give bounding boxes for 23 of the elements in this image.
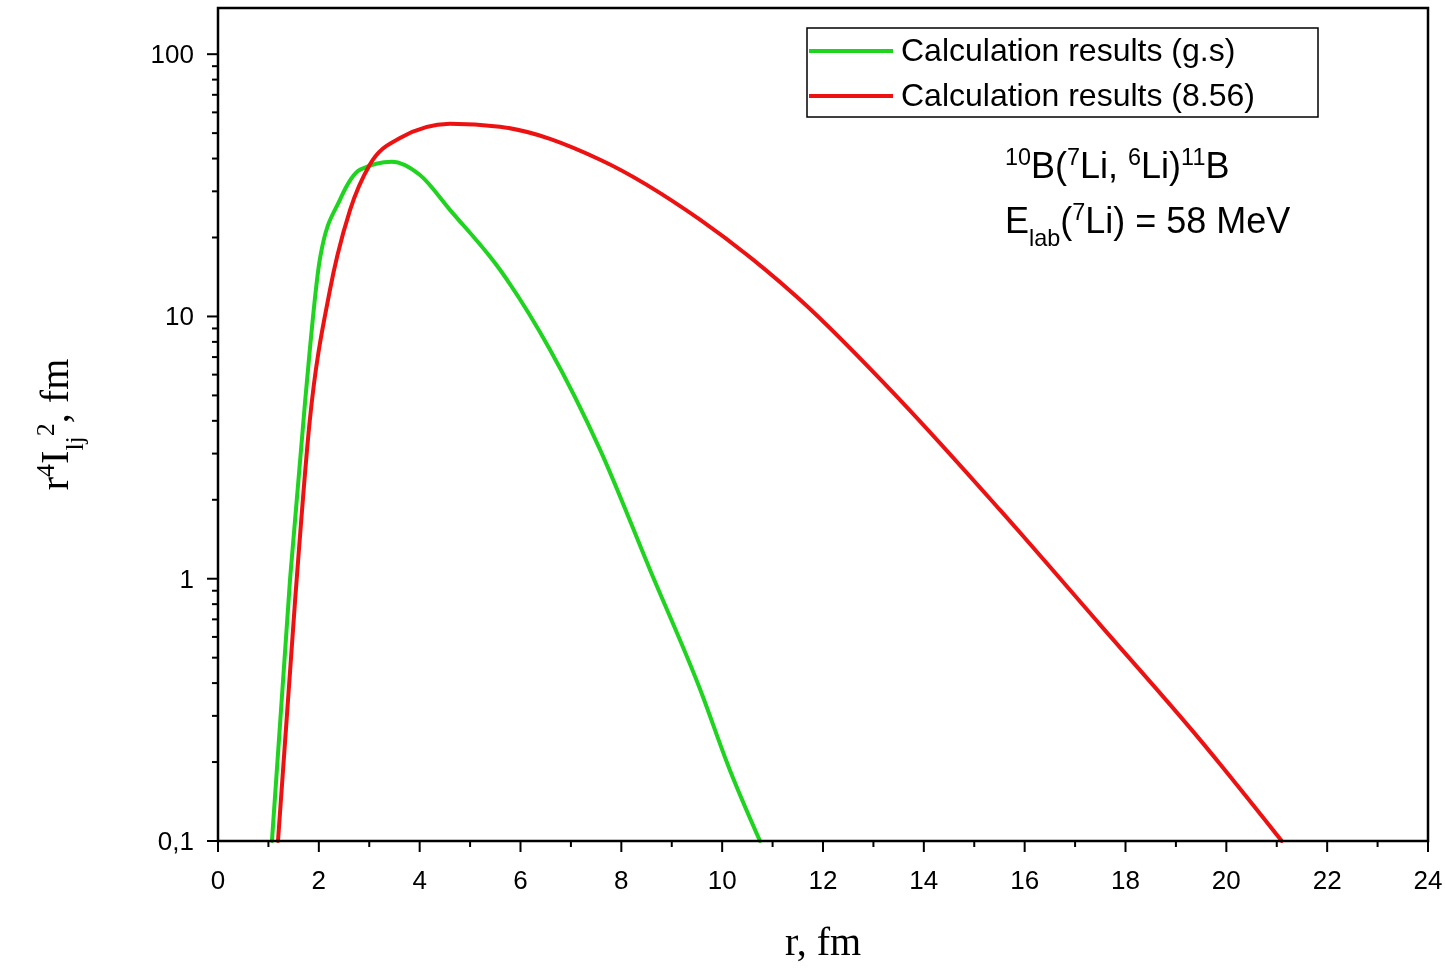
x-axis-title: r, fm: [784, 919, 862, 964]
x-tick-label: 0: [210, 865, 226, 895]
line-series: [269, 159, 762, 843]
x-tick-label: 22: [1312, 865, 1342, 895]
x-tick-label: 16: [1010, 865, 1040, 895]
x-tick-label: 18: [1111, 865, 1140, 895]
y-tick-label: 1: [179, 563, 194, 594]
legend-label: Calculation results (8.56): [901, 77, 1255, 113]
x-tick-label: 10: [707, 865, 737, 895]
x-tick-label: 20: [1211, 865, 1241, 895]
annotation: E$_{lab}$($^{7}$Li) = 58 MeV: [1005, 199, 1291, 251]
y-tick-label: 10: [165, 301, 194, 332]
y-tick-label: 100: [150, 39, 194, 70]
annotation: $^{10}$B($^{7}$Li, $^{6}$Li)$^{11}$B: [1005, 144, 1230, 186]
x-tick-label: 14: [909, 865, 939, 895]
x-tick-label: 6: [513, 865, 528, 895]
x-tick-label: 4: [412, 865, 427, 895]
y-tick-label: 0,1: [157, 826, 194, 856]
x-tick-label: 24: [1413, 865, 1443, 895]
legend-label: Calculation results (g.s): [901, 32, 1236, 68]
x-tick-label: 12: [808, 865, 838, 895]
x-tick-label: 2: [311, 865, 327, 895]
x-tick-label: 8: [614, 865, 629, 895]
